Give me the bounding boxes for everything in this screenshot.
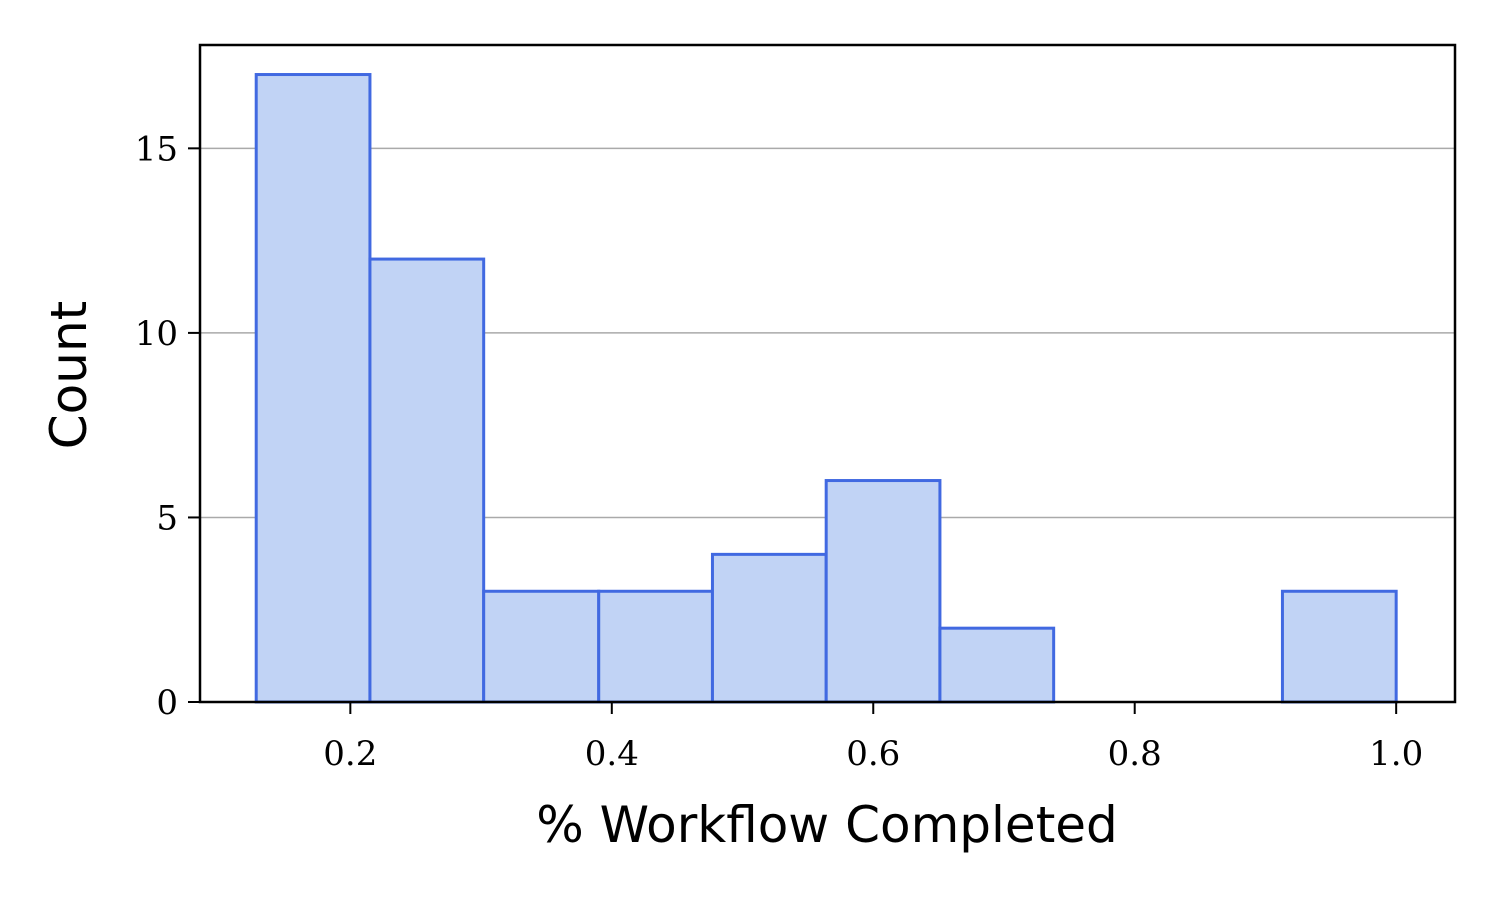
x-axis-label: % Workflow Completed — [536, 796, 1118, 854]
histogram-bar — [482, 589, 601, 704]
x-tick-label: 0.6 — [846, 734, 900, 774]
histogram-bar — [710, 552, 828, 704]
plot-frame — [198, 43, 1457, 704]
x-tick-label: 1.0 — [1369, 734, 1423, 774]
y-tick-label: 0 — [156, 683, 178, 723]
x-tick-label: 0.2 — [323, 734, 377, 774]
x-tick-label: 0.8 — [1108, 734, 1162, 774]
x-axis-ticks: 0.2 0.4 0.6 0.8 1.0 — [323, 702, 1423, 774]
histogram-bar — [1280, 589, 1398, 704]
histogram-bars — [254, 73, 1398, 704]
x-tick-label: 0.4 — [585, 734, 639, 774]
y-axis-label: Count — [40, 301, 98, 450]
histogram-bar — [824, 479, 942, 704]
y-tick-label: 10 — [135, 314, 178, 354]
y-tick-label: 15 — [135, 129, 178, 169]
y-tick-label: 5 — [156, 498, 178, 538]
histogram-bar — [368, 257, 486, 704]
histogram-bar — [597, 589, 714, 704]
histogram-bar — [938, 626, 1056, 704]
histogram-bar — [254, 73, 372, 704]
y-axis-ticks: 0 5 10 15 — [135, 129, 200, 723]
